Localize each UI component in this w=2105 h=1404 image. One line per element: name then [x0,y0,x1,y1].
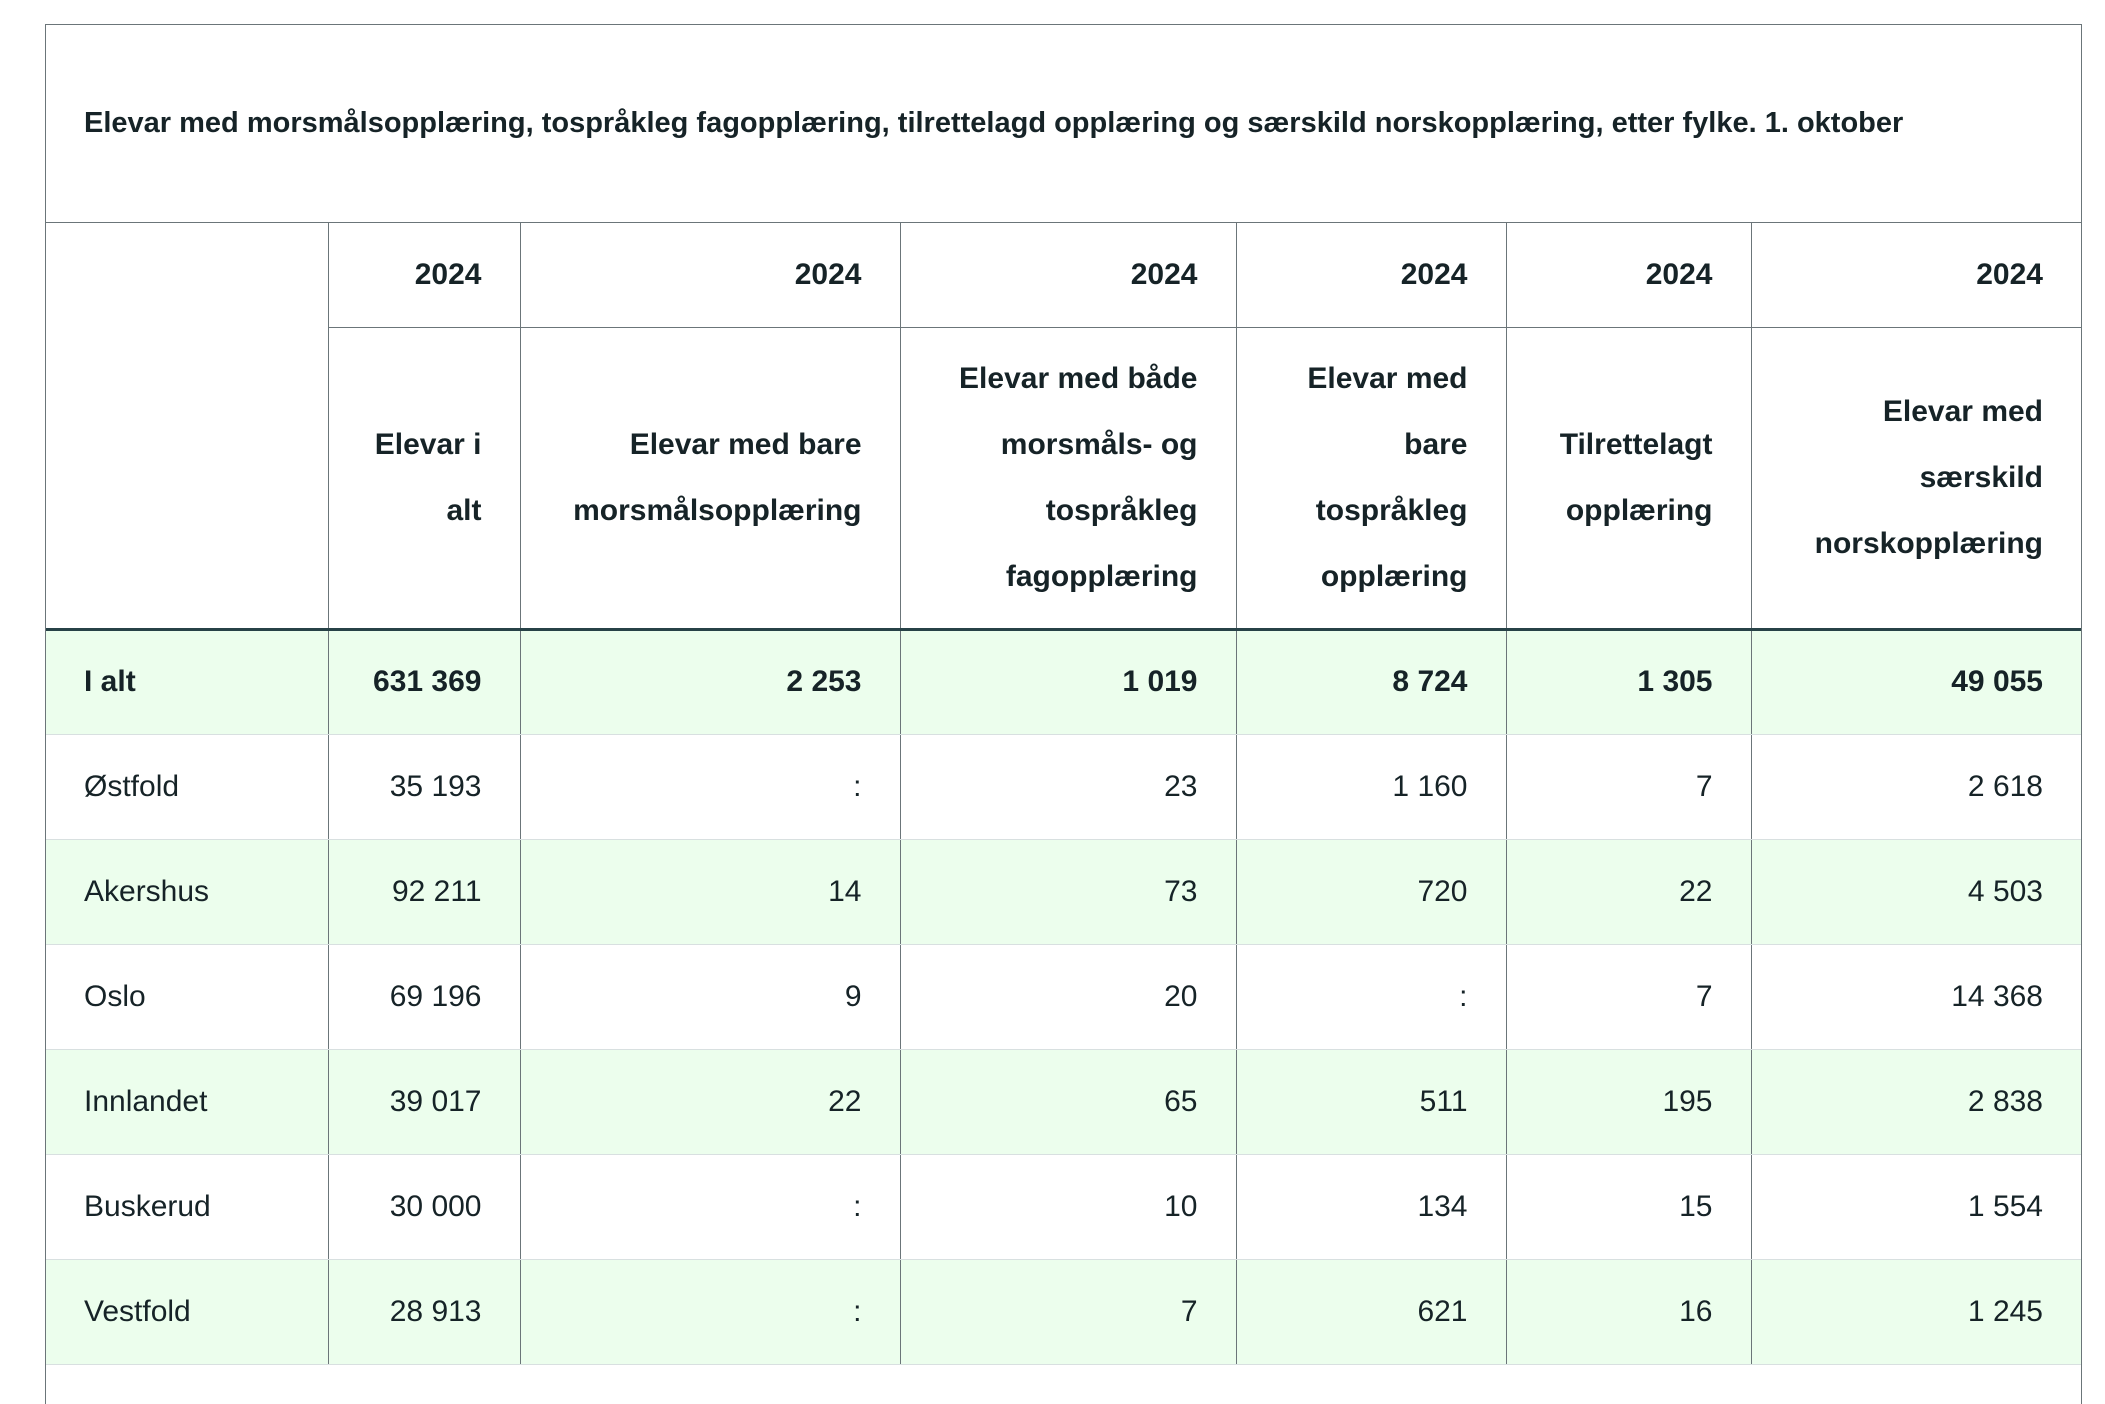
table-cell: 134 [1235,1154,1506,1260]
table-cell: 69 196 [327,944,520,1050]
table-cell: 39 017 [327,1049,520,1155]
table-cell: 15 [1505,1154,1751,1260]
header-corner-cell [46,327,328,631]
header-year: 2024 [899,223,1236,328]
table-cell: 10 [899,1154,1236,1260]
header-column-label: Elevar med bare tospråkleg opplæring [1235,327,1506,631]
table-cell: : [1235,944,1506,1050]
table-cell: 621 [1235,1259,1506,1365]
row-label: Akershus [46,839,328,945]
table-cell: 1 305 [1505,629,1751,735]
statistics-table: 2024 2024 2024 2024 2024 2024 Elevar i a… [46,223,2081,1365]
table-cell: 14 368 [1750,944,2081,1050]
table-cell: 511 [1235,1049,1506,1155]
table-cell: 14 [519,839,900,945]
row-label: I alt [46,629,328,735]
table-cell: 2 253 [519,629,900,735]
header-column-label: Elevar med særskild norskopplæring [1750,327,2081,631]
row-label: Østfold [46,734,328,840]
table-cell: 1 019 [899,629,1236,735]
table-cell: : [519,734,900,840]
table-cell: 20 [899,944,1236,1050]
table-cell: 35 193 [327,734,520,840]
table-cell: 720 [1235,839,1506,945]
table-row: Akershus 92 211 14 73 720 22 4 503 [46,839,2081,945]
table-cell: 2 618 [1750,734,2081,840]
table-cell: 28 913 [327,1259,520,1365]
table-row: Buskerud 30 000 : 10 134 15 1 554 [46,1154,2081,1260]
header-year-row: 2024 2024 2024 2024 2024 2024 [46,223,2081,328]
row-label: Innlandet [46,1049,328,1155]
table-cell: 1 245 [1750,1259,2081,1365]
table-cell: 8 724 [1235,629,1506,735]
table-cell: 9 [519,944,900,1050]
header-column-label: Tilrettelagt opplæring [1505,327,1751,631]
table-row: Innlandet 39 017 22 65 511 195 2 838 [46,1049,2081,1155]
header-year: 2024 [1750,223,2081,328]
table-cell: 92 211 [327,839,520,945]
row-label: Buskerud [46,1154,328,1260]
header-year: 2024 [519,223,900,328]
table-caption: Elevar med morsmålsopplæring, tospråkleg… [46,25,2081,223]
table-cell: : [519,1259,900,1365]
table-row-total: I alt 631 369 2 253 1 019 8 724 1 305 49… [46,629,2081,735]
table-cell: 23 [899,734,1236,840]
statistics-table-container: Elevar med morsmålsopplæring, tospråkleg… [45,24,2082,1404]
table-cell: 16 [1505,1259,1751,1365]
header-label-row: Elevar i alt Elevar med bare morsmålsopp… [46,327,2081,631]
table-cell: 2 838 [1750,1049,2081,1155]
header-year: 2024 [1235,223,1506,328]
table-cell: 4 503 [1750,839,2081,945]
table-cell: 22 [519,1049,900,1155]
table-cell: 73 [899,839,1236,945]
header-column-label: Elevar med både morsmåls- og tospråkleg … [899,327,1236,631]
table-cell: 49 055 [1750,629,2081,735]
table-cell: 65 [899,1049,1236,1155]
header-year: 2024 [327,223,520,328]
table-cell: 195 [1505,1049,1751,1155]
table-cell: 631 369 [327,629,520,735]
table-cell: 7 [1505,734,1751,840]
table-cell: 22 [1505,839,1751,945]
table-cell: 7 [1505,944,1751,1050]
table-cell: 30 000 [327,1154,520,1260]
table-row: Vestfold 28 913 : 7 621 16 1 245 [46,1259,2081,1365]
table-row: Østfold 35 193 : 23 1 160 7 2 618 [46,734,2081,840]
header-corner-cell [46,223,328,327]
table-cell: 1 554 [1750,1154,2081,1260]
row-label: Oslo [46,944,328,1050]
table-cell: 1 160 [1235,734,1506,840]
row-label: Vestfold [46,1259,328,1365]
table-cell: : [519,1154,900,1260]
header-column-label: Elevar i alt [327,327,520,631]
table-row: Oslo 69 196 9 20 : 7 14 368 [46,944,2081,1050]
header-year: 2024 [1505,223,1751,328]
header-column-label: Elevar med bare morsmålsopplæring [519,327,900,631]
table-cell: 7 [899,1259,1236,1365]
